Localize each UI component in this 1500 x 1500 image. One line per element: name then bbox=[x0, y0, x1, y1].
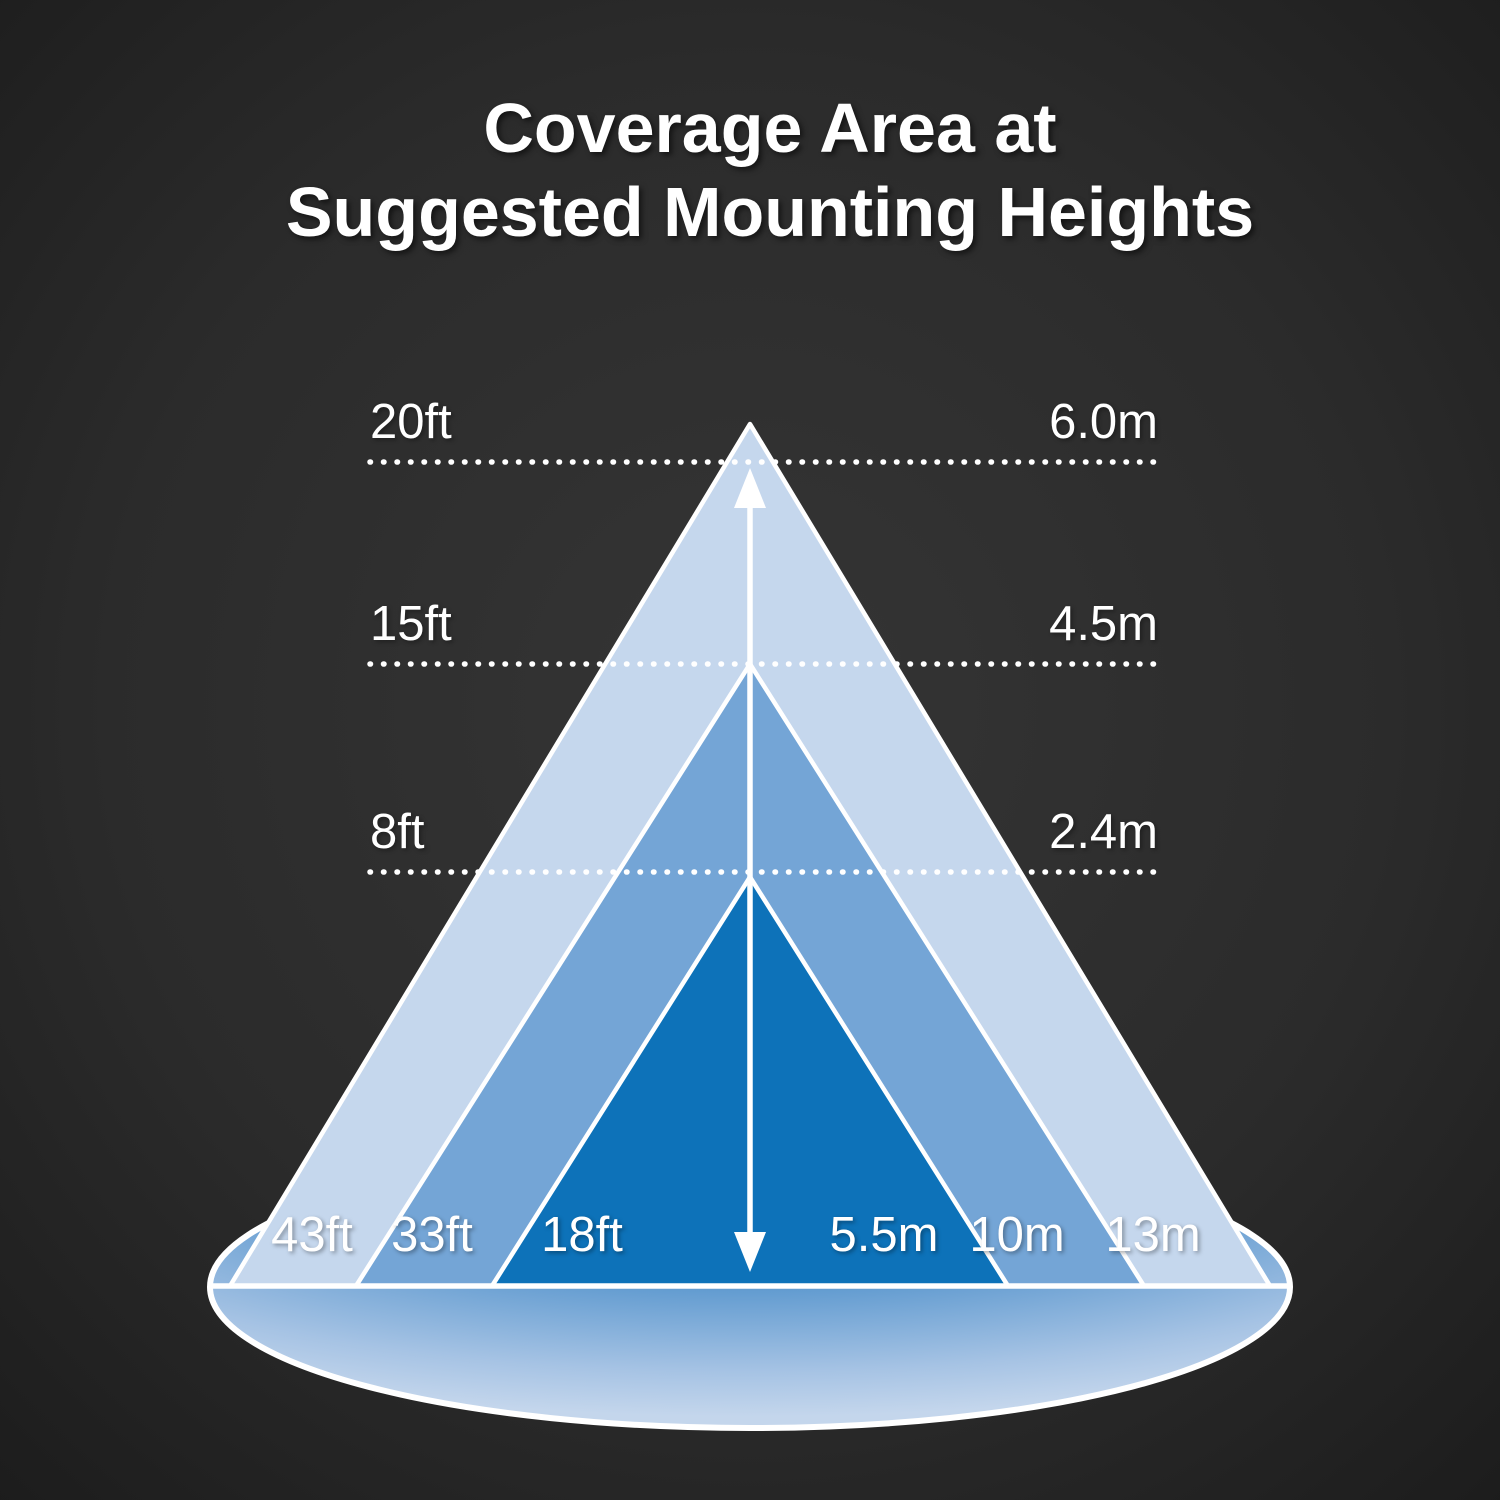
mount-height-4-5m-label: 4.5m bbox=[1049, 597, 1158, 651]
mount-height-20ft-label: 20ft bbox=[370, 395, 452, 449]
height-measurement-arrow bbox=[734, 468, 766, 1272]
coverage-width-18ft-label: 18ft bbox=[541, 1208, 623, 1262]
coverage-width-13m-label: 13m bbox=[1105, 1208, 1200, 1262]
mount-height-15ft-label: 15ft bbox=[370, 597, 452, 651]
arrow-down-icon bbox=[734, 1232, 766, 1272]
coverage-width-43ft-label: 43ft bbox=[271, 1208, 353, 1262]
coverage-width-33ft-label: 33ft bbox=[391, 1208, 473, 1262]
arrow-up-icon bbox=[734, 468, 766, 508]
mount-height-8ft-label: 8ft bbox=[370, 805, 425, 859]
diagram-title-line2: Suggested Mounting Heights bbox=[286, 173, 1254, 251]
mount-height-2-4m-label: 2.4m bbox=[1049, 805, 1158, 859]
coverage-width-10m-label: 10m bbox=[969, 1208, 1064, 1262]
coverage-width-5-5m-label: 5.5m bbox=[830, 1208, 939, 1262]
diagram-title-line1: Coverage Area at bbox=[483, 89, 1056, 167]
mount-height-6m-label: 6.0m bbox=[1049, 395, 1158, 449]
